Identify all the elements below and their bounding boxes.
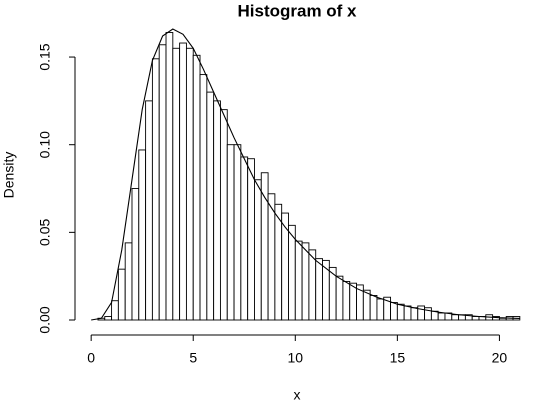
bar: [185, 47, 194, 321]
bar: [219, 109, 228, 321]
y-axis-label: Density: [1, 152, 17, 199]
y-tick-label: 0.15: [37, 43, 53, 70]
y-tick-label: 0.10: [37, 131, 53, 158]
x-tick-label: 20: [492, 350, 508, 366]
bar: [165, 32, 174, 321]
y-tick-label: 0.05: [37, 219, 53, 246]
bar: [369, 295, 378, 321]
bar: [199, 74, 208, 321]
bar: [151, 58, 160, 321]
bar: [254, 179, 262, 321]
bar: [376, 298, 385, 321]
x-axis-label: x: [294, 387, 301, 403]
x-tick-label: 15: [390, 350, 406, 366]
bar: [179, 42, 187, 321]
bar: [240, 156, 249, 321]
bar: [498, 317, 507, 321]
bar: [437, 312, 446, 321]
bar: [349, 282, 357, 321]
bar: [390, 302, 398, 321]
bar: [111, 300, 119, 321]
x-tick-label: 10: [288, 350, 304, 366]
bar: [226, 144, 235, 321]
bar: [308, 249, 317, 321]
bar: [335, 275, 344, 321]
bar: [158, 44, 167, 321]
bar: [138, 149, 147, 321]
bar: [233, 144, 242, 321]
bar: [342, 280, 351, 321]
bar: [260, 172, 269, 321]
x-tick-label: 0: [87, 350, 95, 366]
bar: [410, 307, 419, 321]
bar: [417, 305, 426, 321]
bar: [206, 91, 215, 321]
chart-title: Histogram of x: [237, 1, 357, 20]
bar: [124, 242, 133, 321]
bar: [301, 242, 310, 321]
bar: [267, 193, 276, 321]
bar: [396, 303, 405, 321]
bar: [131, 188, 140, 321]
bar: [362, 289, 371, 321]
x-tick-label: 5: [189, 350, 197, 366]
bar: [294, 240, 303, 321]
bar: [192, 54, 201, 321]
bar: [403, 305, 412, 321]
bar: [145, 100, 153, 321]
density-curve: [91, 28, 520, 321]
bar: [213, 100, 221, 321]
bar: [288, 224, 296, 321]
bar: [322, 259, 330, 321]
bar: [172, 47, 181, 321]
bar: [451, 314, 460, 321]
bar: [117, 268, 126, 321]
bar: [430, 310, 439, 321]
bar: [471, 316, 480, 321]
y-tick-label: 0.00: [37, 306, 53, 333]
bar: [315, 258, 323, 321]
bar: [247, 158, 255, 321]
bar: [104, 316, 113, 321]
